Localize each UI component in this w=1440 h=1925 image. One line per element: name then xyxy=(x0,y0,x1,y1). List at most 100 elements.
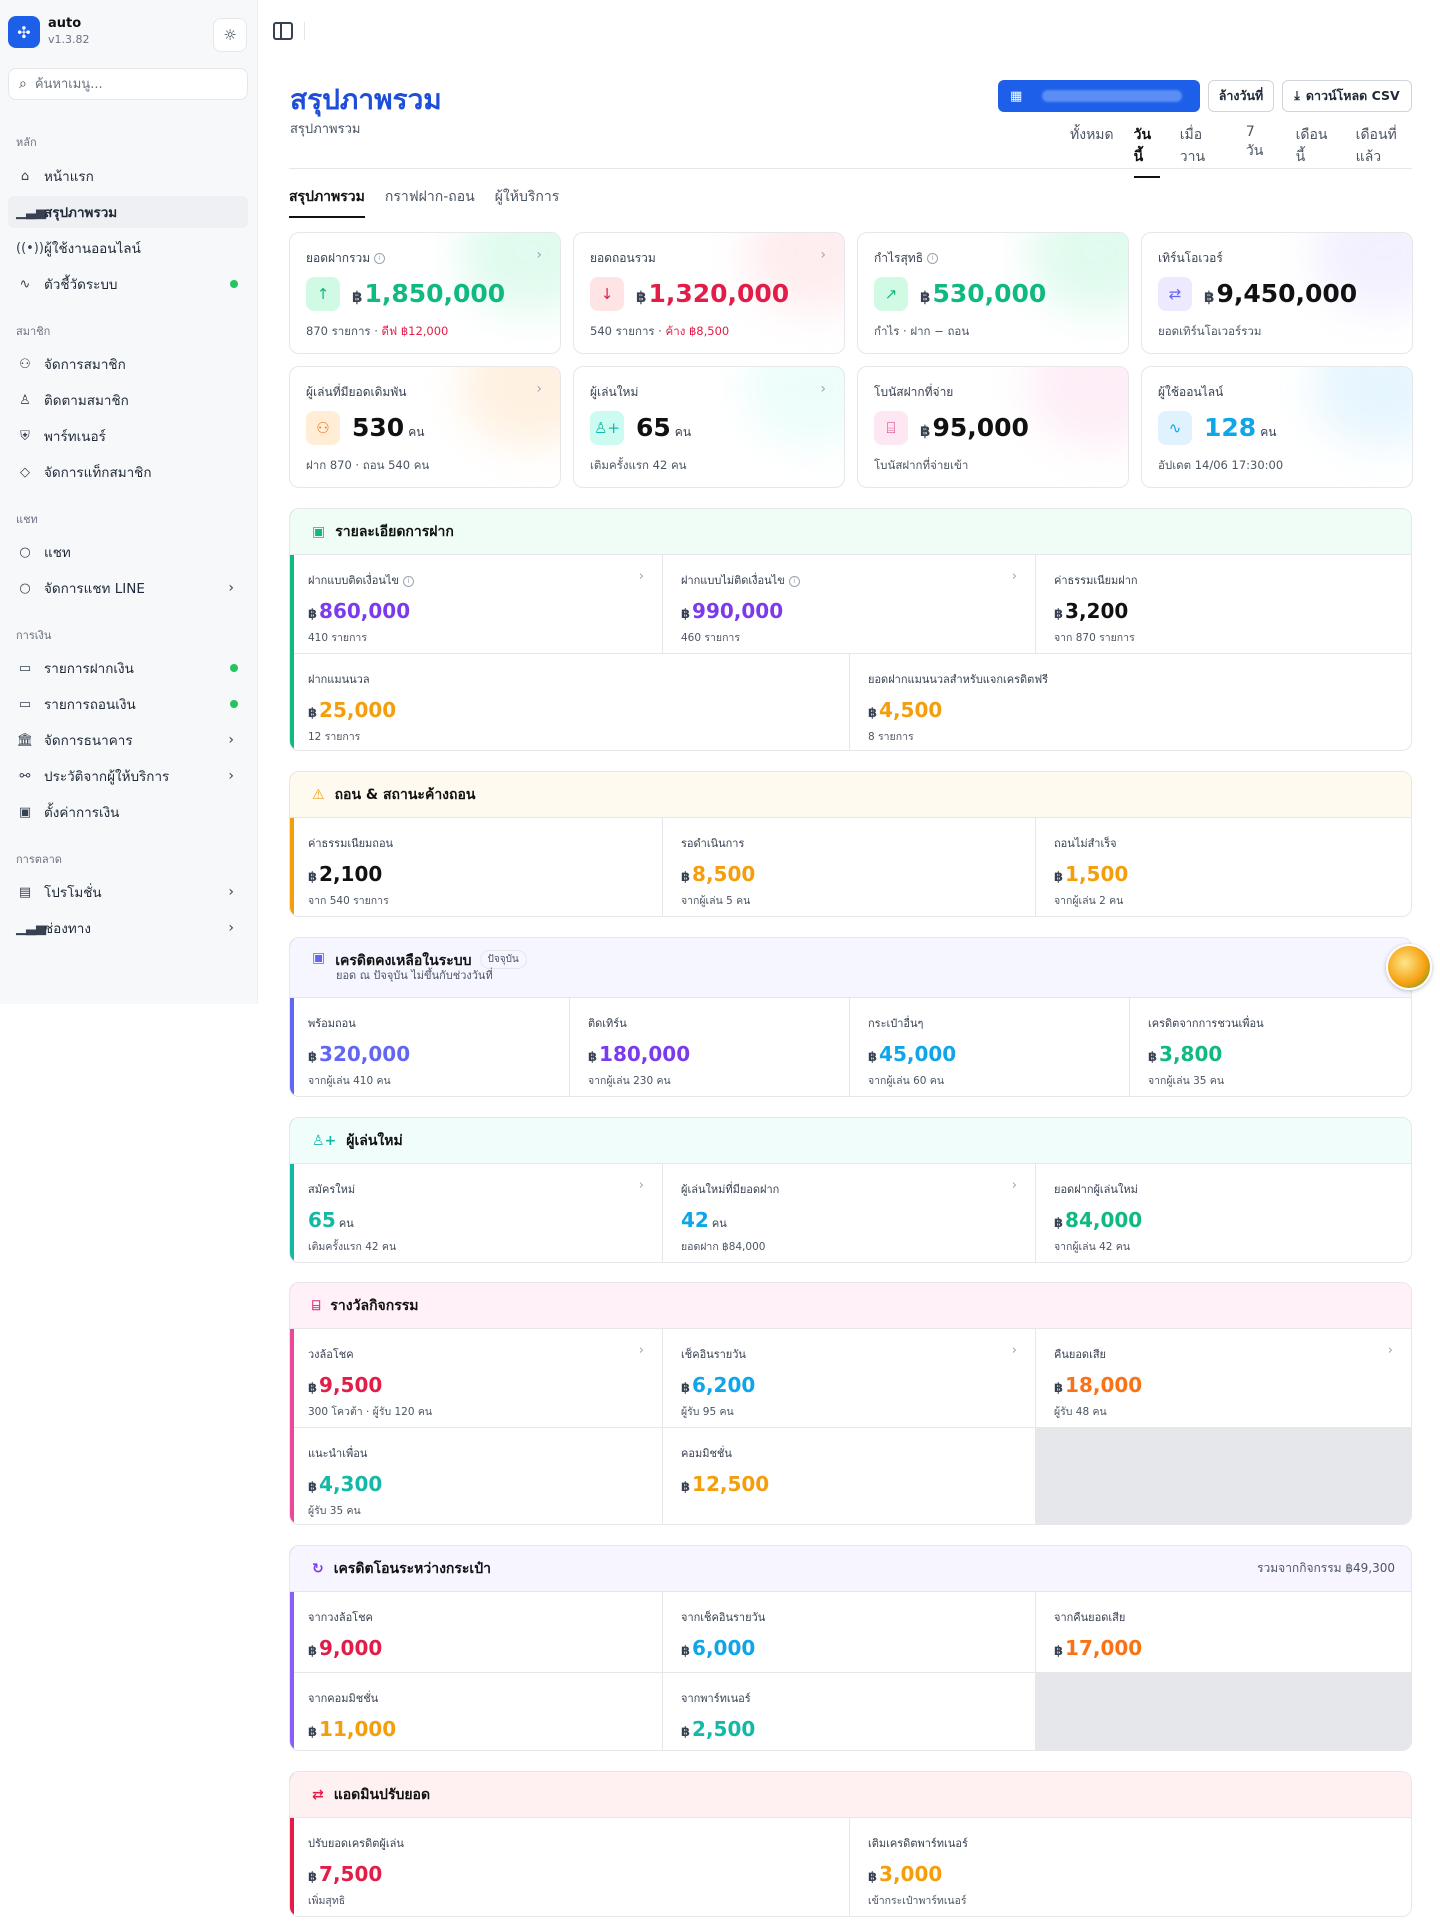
sidebar-item-label: ผู้ใช้งานออนไลน์ xyxy=(44,241,141,257)
sidebar-item-label: รายการถอนเงิน xyxy=(44,697,136,713)
clear-date-button[interactable]: ล้างวันที่ xyxy=(1208,80,1274,112)
sidebar-item-label: จัดการธนาคาร xyxy=(44,733,133,749)
home-icon: ⌂ xyxy=(20,168,30,184)
menu-search[interactable]: ⌕ xyxy=(8,68,248,100)
sidebar-item-label: แชท xyxy=(44,545,71,561)
chevron-right-icon: › xyxy=(638,569,644,584)
app-version: v1.3.82 xyxy=(48,33,90,46)
sidebar-item-system-metrics[interactable]: ∿ ตัวชี้วัดระบบ xyxy=(8,268,248,300)
history-icon: ⚯ xyxy=(19,768,31,784)
stat-partner-credit-topup: เติมเครดิตพาร์ทเนอร์฿ 3,000 เข้ากระเป๋าพาร… xyxy=(868,1837,968,1907)
tab-providers[interactable]: ผู้ให้บริการ xyxy=(494,189,560,205)
sidebar-toggle-icon[interactable] xyxy=(273,22,293,40)
sidebar-item-provider-history[interactable]: ⚯ ประวัติจากผู้ให้บริการ › xyxy=(8,760,248,792)
sidebar-item-label: ตัวชี้วัดระบบ xyxy=(44,277,118,293)
tab-deposit-withdraw-chart[interactable]: กราฟฝาก-ถอน xyxy=(384,189,475,205)
sidebar-item-manage-members[interactable]: ⚇ จัดการสมาชิก xyxy=(8,348,248,380)
empty-cell xyxy=(1036,1673,1411,1750)
stat-lucky-wheel[interactable]: วงล้อโชค฿ 9,500 300 โควต้า · ผู้รับ 120 คน… xyxy=(290,1329,663,1427)
section-chat-title: แชท xyxy=(16,513,38,526)
current-badge: ปัจจุบัน xyxy=(479,950,527,969)
tab-this-month[interactable]: เดือนนี้ xyxy=(1295,127,1328,165)
card-label: ผู้เล่นที่มียอดเดิมพัน xyxy=(306,385,407,399)
bar-chart-icon: ▁▃▅ xyxy=(16,920,46,936)
stat-conditional-deposit[interactable]: ฝากแบบติดเงื่อนไข i ฿ 860,000 410 รายการ › xyxy=(290,555,663,653)
tab-all[interactable]: ทั้งหมด xyxy=(1070,127,1114,143)
card-label: ยอดฝากรวม i xyxy=(306,249,386,268)
swap-icon: ⇄ xyxy=(312,1786,324,1803)
stat-new-player-deposit: ยอดฝากผู้เล่นใหม่฿ 84,000 จากผู้เล่น 42 คน xyxy=(1054,1183,1143,1253)
signal-icon: ((•)) xyxy=(16,240,44,256)
stat-from-lucky-wheel: จากวงล้อโชค฿ 9,000 xyxy=(290,1592,663,1672)
tab-overview[interactable]: สรุปภาพรวม xyxy=(289,186,365,218)
stat-from-daily-checkin: จากเช็คอินรายวัน฿ 6,000 xyxy=(663,1592,1036,1672)
calendar-icon: ▦ xyxy=(1010,88,1023,104)
menu-search-input[interactable] xyxy=(34,76,225,92)
sidebar-item-member-tags[interactable]: ◇ จัดการแท็กสมาชิก xyxy=(8,456,248,488)
status-dot xyxy=(230,700,238,708)
empty-cell xyxy=(1036,1428,1411,1524)
divider xyxy=(304,22,305,40)
sidebar-item-track-members[interactable]: ♙ ติดตามสมาชิก xyxy=(8,384,248,416)
sidebar-item-partners[interactable]: ⛨ พาร์ทเนอร์ xyxy=(8,420,248,452)
sidebar-item-finance-settings[interactable]: ▣ ตั้งค่าการเงิน xyxy=(8,796,248,828)
sidebar-item-channels[interactable]: ▁▃▅ ช่องทาง › xyxy=(8,912,248,944)
theme-toggle-button[interactable]: ☼ xyxy=(213,18,247,52)
kpi-card-total-withdraw[interactable]: ยอดถอนรวม › ↓ ฿1,320,000 540 รายการ · ค้… xyxy=(573,232,845,354)
sidebar-item-withdrawals[interactable]: ▭ รายการถอนเงิน xyxy=(8,688,248,720)
sidebar-item-label: รายการฝากเงิน xyxy=(44,661,134,677)
card-sub: โบนัสฝากที่จ่ายเข้า xyxy=(874,458,969,472)
kpi-card-betting-players[interactable]: ผู้เล่นที่มียอดเดิมพัน › ⚇ 530 คน ฝาก 870… xyxy=(289,366,561,488)
wallet-icon: ▣ xyxy=(312,523,326,540)
sidebar-item-label: จัดการแชท LINE xyxy=(44,581,145,597)
sidebar-item-home[interactable]: ⌂ หน้าแรก xyxy=(8,160,248,192)
kpi-card-new-players[interactable]: ผู้เล่นใหม่ › ♙+ 65 คน เติมครั้งแรก 42 คน xyxy=(573,366,845,488)
kpi-card-net-profit: กำไรสุทธิ i ↗ ฿530,000 กำไร · ฝาก − ถอน xyxy=(857,232,1129,354)
sidebar-item-line-chat[interactable]: ○ จัดการแชท LINE › xyxy=(8,572,248,604)
card-label: ผู้เล่นใหม่ xyxy=(590,385,639,399)
sidebar-item-label: จัดการสมาชิก xyxy=(44,357,126,373)
card-sub: 540 รายการ · ค้าง ฿8,500 xyxy=(590,324,730,338)
stat-new-depositors[interactable]: ผู้เล่นใหม่ที่มียอดฝาก 42 คน ยอดฝาก ฿84,000… xyxy=(663,1164,1036,1262)
tab-last-month[interactable]: เดือนที่แล้ว xyxy=(1355,127,1397,165)
date-range-value-redacted xyxy=(1042,90,1183,102)
chevron-right-icon: › xyxy=(820,381,826,397)
stat-daily-checkin[interactable]: เช็คอินรายวัน฿ 6,200 ผู้รับ 95 คน › xyxy=(663,1329,1036,1427)
date-range-picker[interactable]: ▦ xyxy=(998,80,1200,112)
trending-up-icon: ↗ xyxy=(874,277,908,311)
tab-yesterday[interactable]: เมื่อวาน xyxy=(1179,127,1206,165)
sidebar: ✣ auto v1.3.82 ☼ ⌕ หลัก ⌂หน้าแรก ▁▃▅สรุป… xyxy=(0,0,258,1004)
stat-new-signups[interactable]: สมัครใหม่ 65 คน เติมครั้งแรก 42 คน › xyxy=(290,1164,663,1262)
stat-from-commission: จากคอมมิชชั่น฿ 11,000 xyxy=(290,1673,663,1750)
stat-manual-free-credit: ยอดฝากแมนนวลสำหรับแจกเครดิตฟรี฿ 4,500 8 รา… xyxy=(868,673,1049,743)
sidebar-item-deposits[interactable]: ▭ รายการฝากเงิน xyxy=(8,652,248,684)
stat-commission: คอมมิชชั่น฿ 12,500 xyxy=(663,1428,1036,1524)
floating-avatar[interactable] xyxy=(1386,944,1432,990)
brand[interactable]: ✣ auto v1.3.82 xyxy=(8,16,90,48)
chevron-right-icon: › xyxy=(228,732,234,748)
bar-chart-icon: ▁▃▅ xyxy=(16,204,46,220)
sidebar-item-online-users[interactable]: ((•)) ผู้ใช้งานออนไลน์ xyxy=(8,232,248,264)
chevron-right-icon: › xyxy=(820,247,826,263)
section-header: ⇄ แอดมินปรับยอด xyxy=(290,1772,1411,1818)
card-value: ฿1,320,000 xyxy=(636,279,790,308)
card-sub: เติมครั้งแรก 42 คน xyxy=(590,458,687,472)
sidebar-item-label: โปรโมชั่น xyxy=(44,885,102,901)
sidebar-item-promotions[interactable]: ▤ โปรโมชั่น › xyxy=(8,876,248,908)
chevron-right-icon: › xyxy=(1011,1343,1017,1358)
tab-today[interactable]: วันนี้ xyxy=(1133,124,1160,178)
sidebar-item-chat[interactable]: ○ แชท xyxy=(8,536,248,568)
stat-cashback[interactable]: คืนยอดเสีย฿ 18,000 ผู้รับ 48 คน › xyxy=(1054,1343,1393,1418)
sidebar-item-banks[interactable]: 🏛︎ จัดการธนาคาร › xyxy=(8,724,248,756)
status-dot xyxy=(230,664,238,672)
section-system-credit: ▣ เครดิตคงเหลือในระบบ ปัจจุบัน ยอด ณ ปัจจุบ… xyxy=(289,937,1412,1097)
view-tabs: สรุปภาพรวม กราฟฝาก-ถอน ผู้ให้บริการ xyxy=(289,186,579,218)
tab-7-days[interactable]: 7 วัน xyxy=(1245,124,1264,159)
stat-unconditional-deposit[interactable]: ฝากแบบไม่ติดเงื่อนไข i ฿ 990,000 460 รายการ › xyxy=(663,555,1036,653)
section-marketing-title: การตลาด xyxy=(16,853,62,866)
deposit-icon: ▭ xyxy=(18,660,32,676)
sidebar-item-overview[interactable]: ▁▃▅ สรุปภาพรวม xyxy=(8,196,248,228)
card-value: 65 คน xyxy=(636,413,692,442)
download-csv-button[interactable]: ⤓ ดาวน์โหลด CSV xyxy=(1282,80,1412,112)
kpi-card-total-deposit[interactable]: ยอดฝากรวม i › ↑ ฿1,850,000 870 รายการ · ด… xyxy=(289,232,561,354)
